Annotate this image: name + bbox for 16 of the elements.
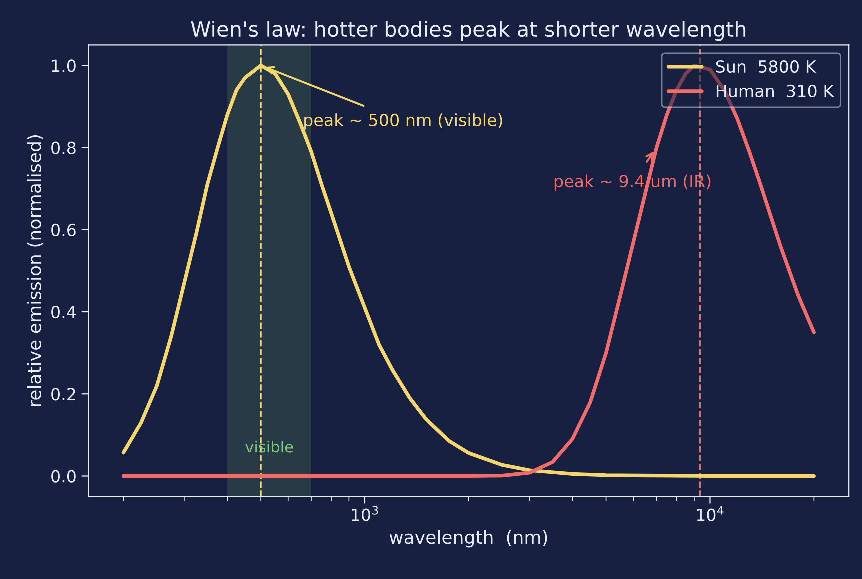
annotation: peak ~ 9.4 um (IR) bbox=[554, 174, 711, 191]
y-tick-label: 0.4 bbox=[52, 306, 76, 319]
x-axis-title: wavelength (nm) bbox=[390, 530, 548, 548]
legend-label: Human 310 K bbox=[716, 84, 834, 98]
annotation: peak ~ 500 nm (visible) bbox=[304, 114, 502, 130]
y-tick-label: 1.0 bbox=[52, 60, 76, 72]
y-tick-label: 0.0 bbox=[52, 470, 76, 483]
chart-title: Wien's law: hotter bodies peak at shorter wavelength bbox=[191, 21, 746, 42]
x-tick-label: 10$^{3}$ bbox=[352, 506, 378, 522]
x-tick-label: 10$^{4}$ bbox=[697, 506, 724, 522]
y-tick-label: 0.6 bbox=[52, 224, 76, 236]
y-axis-title: relative emission (normalised) bbox=[27, 136, 44, 406]
legend-label: Sun 5800 K bbox=[716, 60, 817, 74]
y-tick-label: 0.8 bbox=[52, 142, 76, 154]
band-label: visible bbox=[246, 440, 294, 453]
y-tick-label: 0.2 bbox=[52, 388, 76, 401]
